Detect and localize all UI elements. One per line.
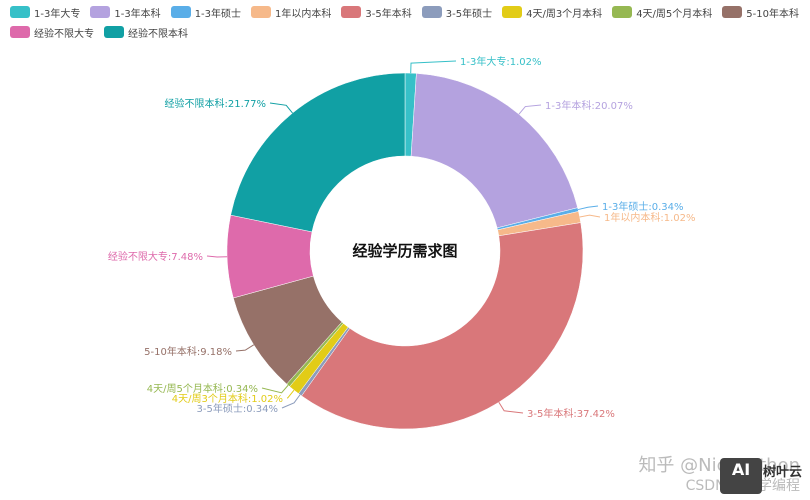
legend-item[interactable]: 5-10年本科 — [722, 5, 799, 20]
leader-line — [261, 384, 289, 394]
leader-line — [286, 389, 295, 399]
slice-label: 1年以内本科:1.02% — [604, 211, 696, 224]
legend-label: 1-3年硕士 — [194, 8, 242, 20]
legend-label: 4天/周3个月本科 — [526, 8, 603, 20]
legend-label: 1-3年本科 — [114, 8, 161, 20]
legend-item[interactable]: 经验不限大专 — [10, 25, 94, 40]
legend-item[interactable]: 经验不限本科 — [104, 25, 188, 40]
legend-row-2: 经验不限大专 经验不限本科 — [10, 22, 810, 42]
leader-line — [281, 394, 301, 409]
slice-label: 5-10年本科:9.18% — [144, 345, 232, 358]
legend-item[interactable]: 4天/周5个月本科 — [612, 5, 712, 20]
legend-item[interactable]: 1年以内本科 — [251, 5, 331, 20]
slice-label: 经验不限大专:7.48% — [108, 250, 203, 263]
chart-title: 经验学历需求图 — [352, 242, 457, 260]
slice-label: 1-3年硕士:0.34% — [602, 200, 683, 213]
legend-label: 经验不限大专 — [34, 28, 94, 40]
slice-label: 1-3年本科:20.07% — [545, 99, 633, 112]
slice-label: 1-3年大专:1.02% — [460, 55, 541, 68]
slice-label: 3-5年本科:37.42% — [527, 407, 615, 420]
slice-label: 4天/周3个月本科:1.02% — [172, 392, 283, 405]
chart-slices — [226, 72, 584, 430]
legend-item[interactable]: 1-3年本科 — [90, 5, 161, 20]
leader-line — [410, 60, 457, 74]
donut-slice[interactable] — [301, 222, 584, 430]
leader-line — [579, 214, 601, 218]
leader-line — [518, 104, 542, 115]
legend-swatch-icon — [104, 26, 124, 38]
leader-line — [235, 344, 255, 352]
legend-swatch-icon — [722, 6, 743, 18]
chart-labels: 1-3年大专:1.02% 1-3年本科:20.07% 1-3年硕士:0.34%1年以… — [108, 55, 696, 420]
legend-label: 经验不限本科 — [128, 28, 188, 40]
legend-label: 3-5年硕士 — [445, 8, 493, 20]
legend-swatch-icon — [612, 6, 633, 18]
slice-label: 3-5年硕士:0.34% — [197, 402, 278, 415]
donut-slice[interactable] — [230, 72, 406, 233]
legend-swatch-icon — [502, 6, 523, 18]
legend-item[interactable]: 3-5年硕士 — [421, 5, 493, 20]
legend-item[interactable]: 4天/周3个月本科 — [502, 5, 602, 20]
leader-line — [206, 255, 228, 258]
chart-legend: 1-3年大专 1-3年本科 1-3年硕士 1年以内本科 3-5年本科 3-5年硕士 4天/周… — [10, 2, 810, 42]
legend-swatch-icon — [10, 26, 30, 38]
legend-row-1: 1-3年大专 1-3年本科 1-3年硕士 1年以内本科 3-5年本科 3-5年硕士 4天/周… — [10, 2, 810, 22]
legend-label: 5-10年本科 — [746, 8, 799, 20]
legend-swatch-icon — [170, 6, 191, 18]
legend-item[interactable]: 1-3年硕士 — [170, 5, 242, 20]
legend-label: 4天/周5个月本科 — [636, 8, 713, 20]
legend-label: 1-3年大专 — [34, 8, 81, 20]
watermark-brand: 树叶云 — [762, 465, 802, 480]
legend-label: 1年以内本科 — [275, 8, 332, 20]
legend-swatch-icon — [251, 6, 272, 18]
legend-item[interactable]: 1-3年大专 — [10, 5, 80, 20]
legend-swatch-icon — [90, 6, 111, 18]
legend-swatch-icon — [341, 6, 362, 18]
leader-line — [498, 401, 524, 414]
donut-slice[interactable] — [410, 73, 578, 229]
leader-line — [577, 205, 599, 211]
leader-line — [269, 102, 293, 114]
ai-logo-icon: AI — [720, 458, 762, 494]
legend-swatch-icon — [421, 6, 442, 18]
legend-label: 3-5年本科 — [365, 8, 412, 20]
legend-swatch-icon — [10, 6, 30, 18]
legend-item[interactable]: 3-5年本科 — [341, 5, 412, 20]
slice-label: 经验不限本科:21.77% — [165, 97, 267, 110]
slice-label: 4天/周5个月本科:0.34% — [147, 382, 258, 395]
